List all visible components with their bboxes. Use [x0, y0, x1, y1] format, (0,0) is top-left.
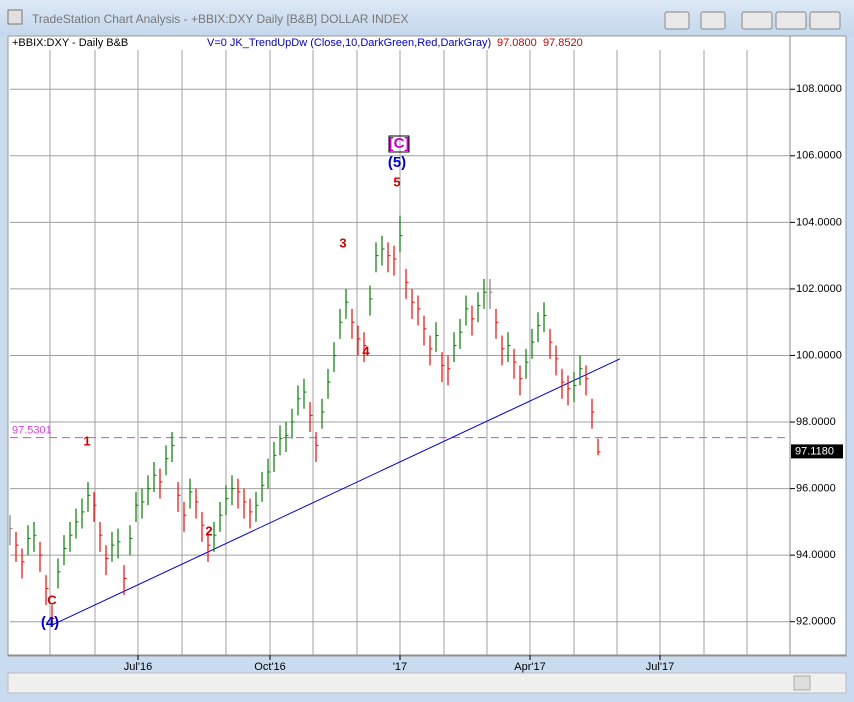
x-tick-label: Apr'17 [514, 661, 545, 673]
y-tick-label: 94.0000 [796, 549, 836, 561]
x-tick-label: Jul'16 [124, 661, 152, 673]
last-price-box [791, 444, 843, 459]
wave-label: 3 [339, 235, 346, 250]
s-button[interactable] [664, 11, 690, 30]
indicator-value: 97.8520 [543, 37, 583, 49]
reference-label: 97.5301 [12, 425, 52, 437]
x-tick-label: Jul'17 [646, 661, 674, 673]
y-tick-label: 102.0000 [796, 283, 842, 295]
x-tick-label: Oct'16 [254, 661, 285, 673]
y-tick-label: 98.0000 [796, 416, 836, 428]
y-tick-label: 104.0000 [796, 216, 842, 228]
minimize-button[interactable] [741, 11, 773, 30]
y-tick-label: 96.0000 [796, 483, 836, 495]
wave-label: (5) [388, 154, 406, 171]
window-title: TradeStation Chart Analysis - +BBIX:DXY … [32, 12, 408, 26]
maximize-button[interactable] [775, 11, 807, 30]
wave-label: 5 [393, 174, 400, 189]
wave-label: 4 [362, 343, 370, 358]
symbol-label: +BBIX:DXY - Daily B&B [12, 37, 128, 49]
wave-label: [C] [389, 135, 410, 152]
indicator-label: V=0 JK_TrendUpDw (Close,10,DarkGreen,Red… [207, 37, 491, 49]
y-tick-label: 100.0000 [796, 349, 842, 361]
x-tick-label: '17 [393, 661, 407, 673]
indicator-value: 97.0800 [497, 37, 537, 49]
wave-label-box [388, 135, 410, 153]
close-button[interactable] [809, 11, 841, 30]
wave-label: C [47, 592, 57, 607]
y-tick-label: 92.0000 [796, 616, 836, 628]
i-button[interactable] [700, 11, 726, 30]
chart-area [7, 35, 847, 657]
wave-label: 2 [205, 523, 212, 538]
y-tick-label: 108.0000 [796, 83, 842, 95]
y-tick-label: 106.0000 [796, 150, 842, 162]
scrollbar[interactable] [7, 672, 847, 694]
trendline [51, 358, 621, 626]
scroll-thumb[interactable] [793, 675, 811, 691]
wave-label: (4) [41, 614, 59, 631]
last-price-label: 97.1180 [795, 445, 834, 457]
wave-label: 1 [83, 433, 90, 448]
app-icon [7, 9, 23, 25]
